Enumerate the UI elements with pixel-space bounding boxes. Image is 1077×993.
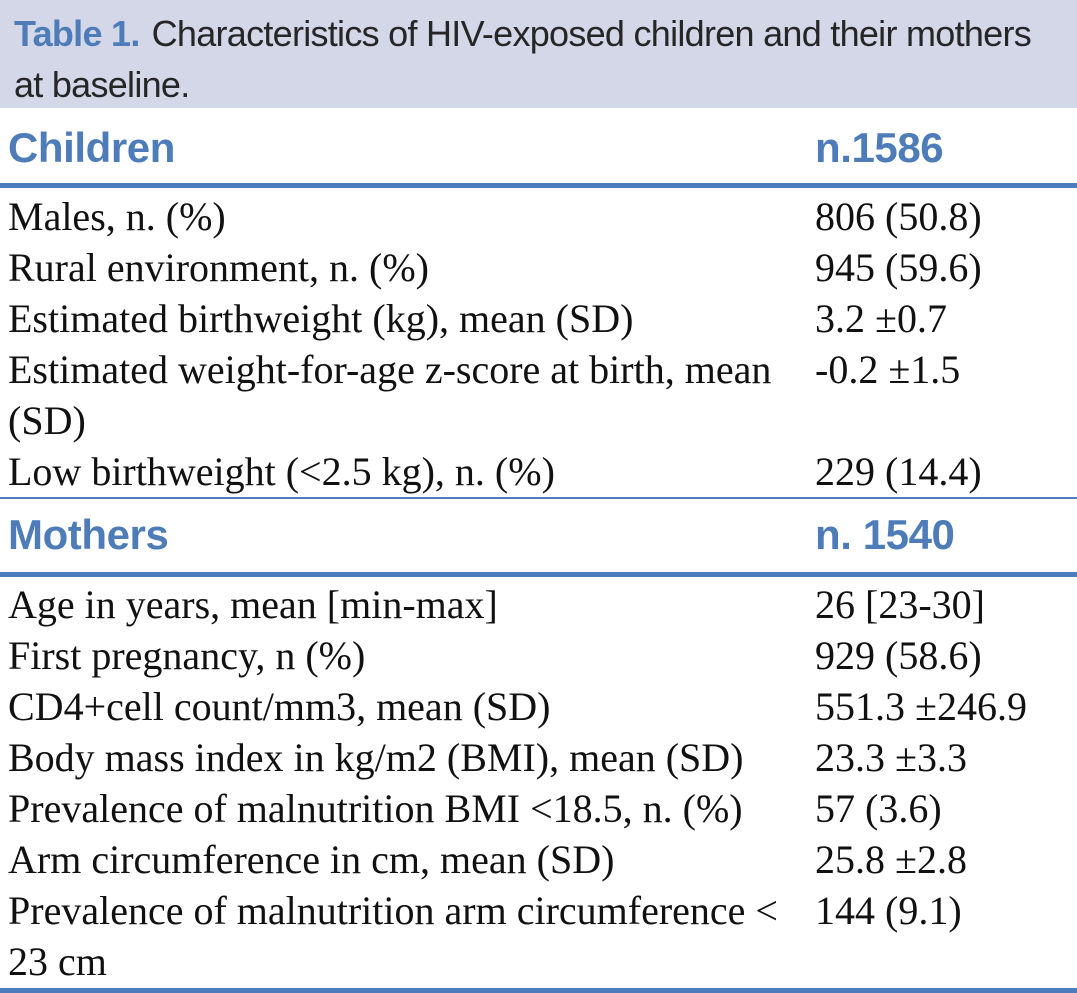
row-value: 25.8 ±2.8 <box>815 837 967 882</box>
row-label: Estimated birthweight (kg), mean (SD) <box>8 296 634 341</box>
table-row: Prevalence of malnutrition BMI <18.5, n.… <box>8 783 1077 834</box>
row-value: 806 (50.8) <box>815 194 982 239</box>
row-label: Prevalence of malnutrition BMI <18.5, n.… <box>8 786 743 831</box>
section-title-children: Children <box>8 124 175 171</box>
row-label: Prevalence of malnutrition arm circumfer… <box>8 888 778 984</box>
table-caption-text: Characteristics of HIV-exposed children … <box>14 13 1032 105</box>
row-value: 26 [23-30] <box>815 582 985 627</box>
table-row: Estimated birthweight (kg), mean (SD) 3.… <box>8 293 1077 344</box>
row-label: Low birthweight (<2.5 kg), n. (%) <box>8 449 555 494</box>
row-value: -0.2 ±1.5 <box>815 347 961 392</box>
row-label: First pregnancy, n (%) <box>8 633 366 678</box>
row-value: 57 (3.6) <box>815 786 942 831</box>
table-row: Body mass index in kg/m2 (BMI), mean (SD… <box>8 732 1077 783</box>
table-row: First pregnancy, n (%) 929 (58.6) <box>8 630 1077 681</box>
row-value: 945 (59.6) <box>815 245 982 290</box>
section-header-mothers: Mothers n. 1540 <box>0 499 1077 577</box>
row-value: 551.3 ±246.9 <box>815 684 1027 729</box>
table-row: Arm circumference in cm, mean (SD) 25.8 … <box>8 834 1077 885</box>
table-row: Males, n. (%) 806 (50.8) <box>8 191 1077 242</box>
row-label: Age in years, mean [min-max] <box>8 582 498 627</box>
row-label: Body mass index in kg/m2 (BMI), mean (SD… <box>8 735 744 780</box>
row-label: CD4+cell count/mm3, mean (SD) <box>8 684 551 729</box>
section-count-mothers: n. 1540 <box>815 511 955 558</box>
table-caption-label: Table 1. <box>14 13 140 54</box>
section-mothers: Mothers n. 1540 Age in years, mean [min-… <box>0 499 1077 987</box>
row-label: Estimated weight-for-age z-score at birt… <box>8 347 772 443</box>
row-label: Rural environment, n. (%) <box>8 245 429 290</box>
table-row: Low birthweight (<2.5 kg), n. (%) 229 (1… <box>8 446 1077 497</box>
table-row: Age in years, mean [min-max] 26 [23-30] <box>8 579 1077 630</box>
row-value: 144 (9.1) <box>815 888 962 933</box>
table-bottom-rule <box>0 988 1077 993</box>
row-label: Males, n. (%) <box>8 194 226 239</box>
row-value: 229 (14.4) <box>815 449 982 494</box>
table-caption: Table 1. Characteristics of HIV-exposed c… <box>0 0 1077 108</box>
section-count-children: n.1586 <box>815 124 944 171</box>
row-value: 929 (58.6) <box>815 633 982 678</box>
section-header-children: Children n.1586 <box>0 108 1077 188</box>
children-rows: Males, n. (%) 806 (50.8) Rural environme… <box>0 188 1077 497</box>
section-divider-rule <box>0 497 1077 499</box>
section-children: Children n.1586 Males, n. (%) 806 (50.8)… <box>0 108 1077 497</box>
table-row: Prevalence of malnutrition arm circumfer… <box>8 885 1077 987</box>
section-title-mothers: Mothers <box>8 511 169 558</box>
table-row: Rural environment, n. (%) 945 (59.6) <box>8 242 1077 293</box>
table-row: Estimated weight-for-age z-score at birt… <box>8 344 1077 446</box>
row-value: 23.3 ±3.3 <box>815 735 967 780</box>
mothers-rows: Age in years, mean [min-max] 26 [23-30] … <box>0 577 1077 987</box>
row-value: 3.2 ±0.7 <box>815 296 947 341</box>
row-label: Arm circumference in cm, mean (SD) <box>8 837 615 882</box>
table-row: CD4+cell count/mm3, mean (SD) 551.3 ±246… <box>8 681 1077 732</box>
